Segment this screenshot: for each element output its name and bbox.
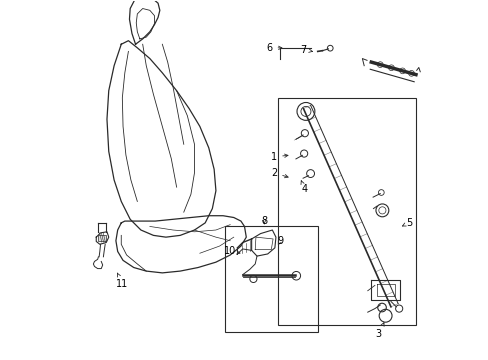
Text: 5: 5 xyxy=(402,218,411,228)
Text: 2: 2 xyxy=(270,168,287,178)
Text: 6: 6 xyxy=(266,43,281,53)
Bar xyxy=(98,235,105,241)
Text: 7: 7 xyxy=(300,45,312,55)
Text: 10: 10 xyxy=(224,247,240,256)
Text: 9: 9 xyxy=(277,236,283,246)
Bar xyxy=(278,98,415,325)
Text: 1: 1 xyxy=(270,152,287,162)
Text: 3: 3 xyxy=(375,323,383,339)
Text: 8: 8 xyxy=(261,216,266,226)
Text: 4: 4 xyxy=(300,181,307,194)
Text: 11: 11 xyxy=(116,273,128,289)
Bar xyxy=(224,226,317,332)
